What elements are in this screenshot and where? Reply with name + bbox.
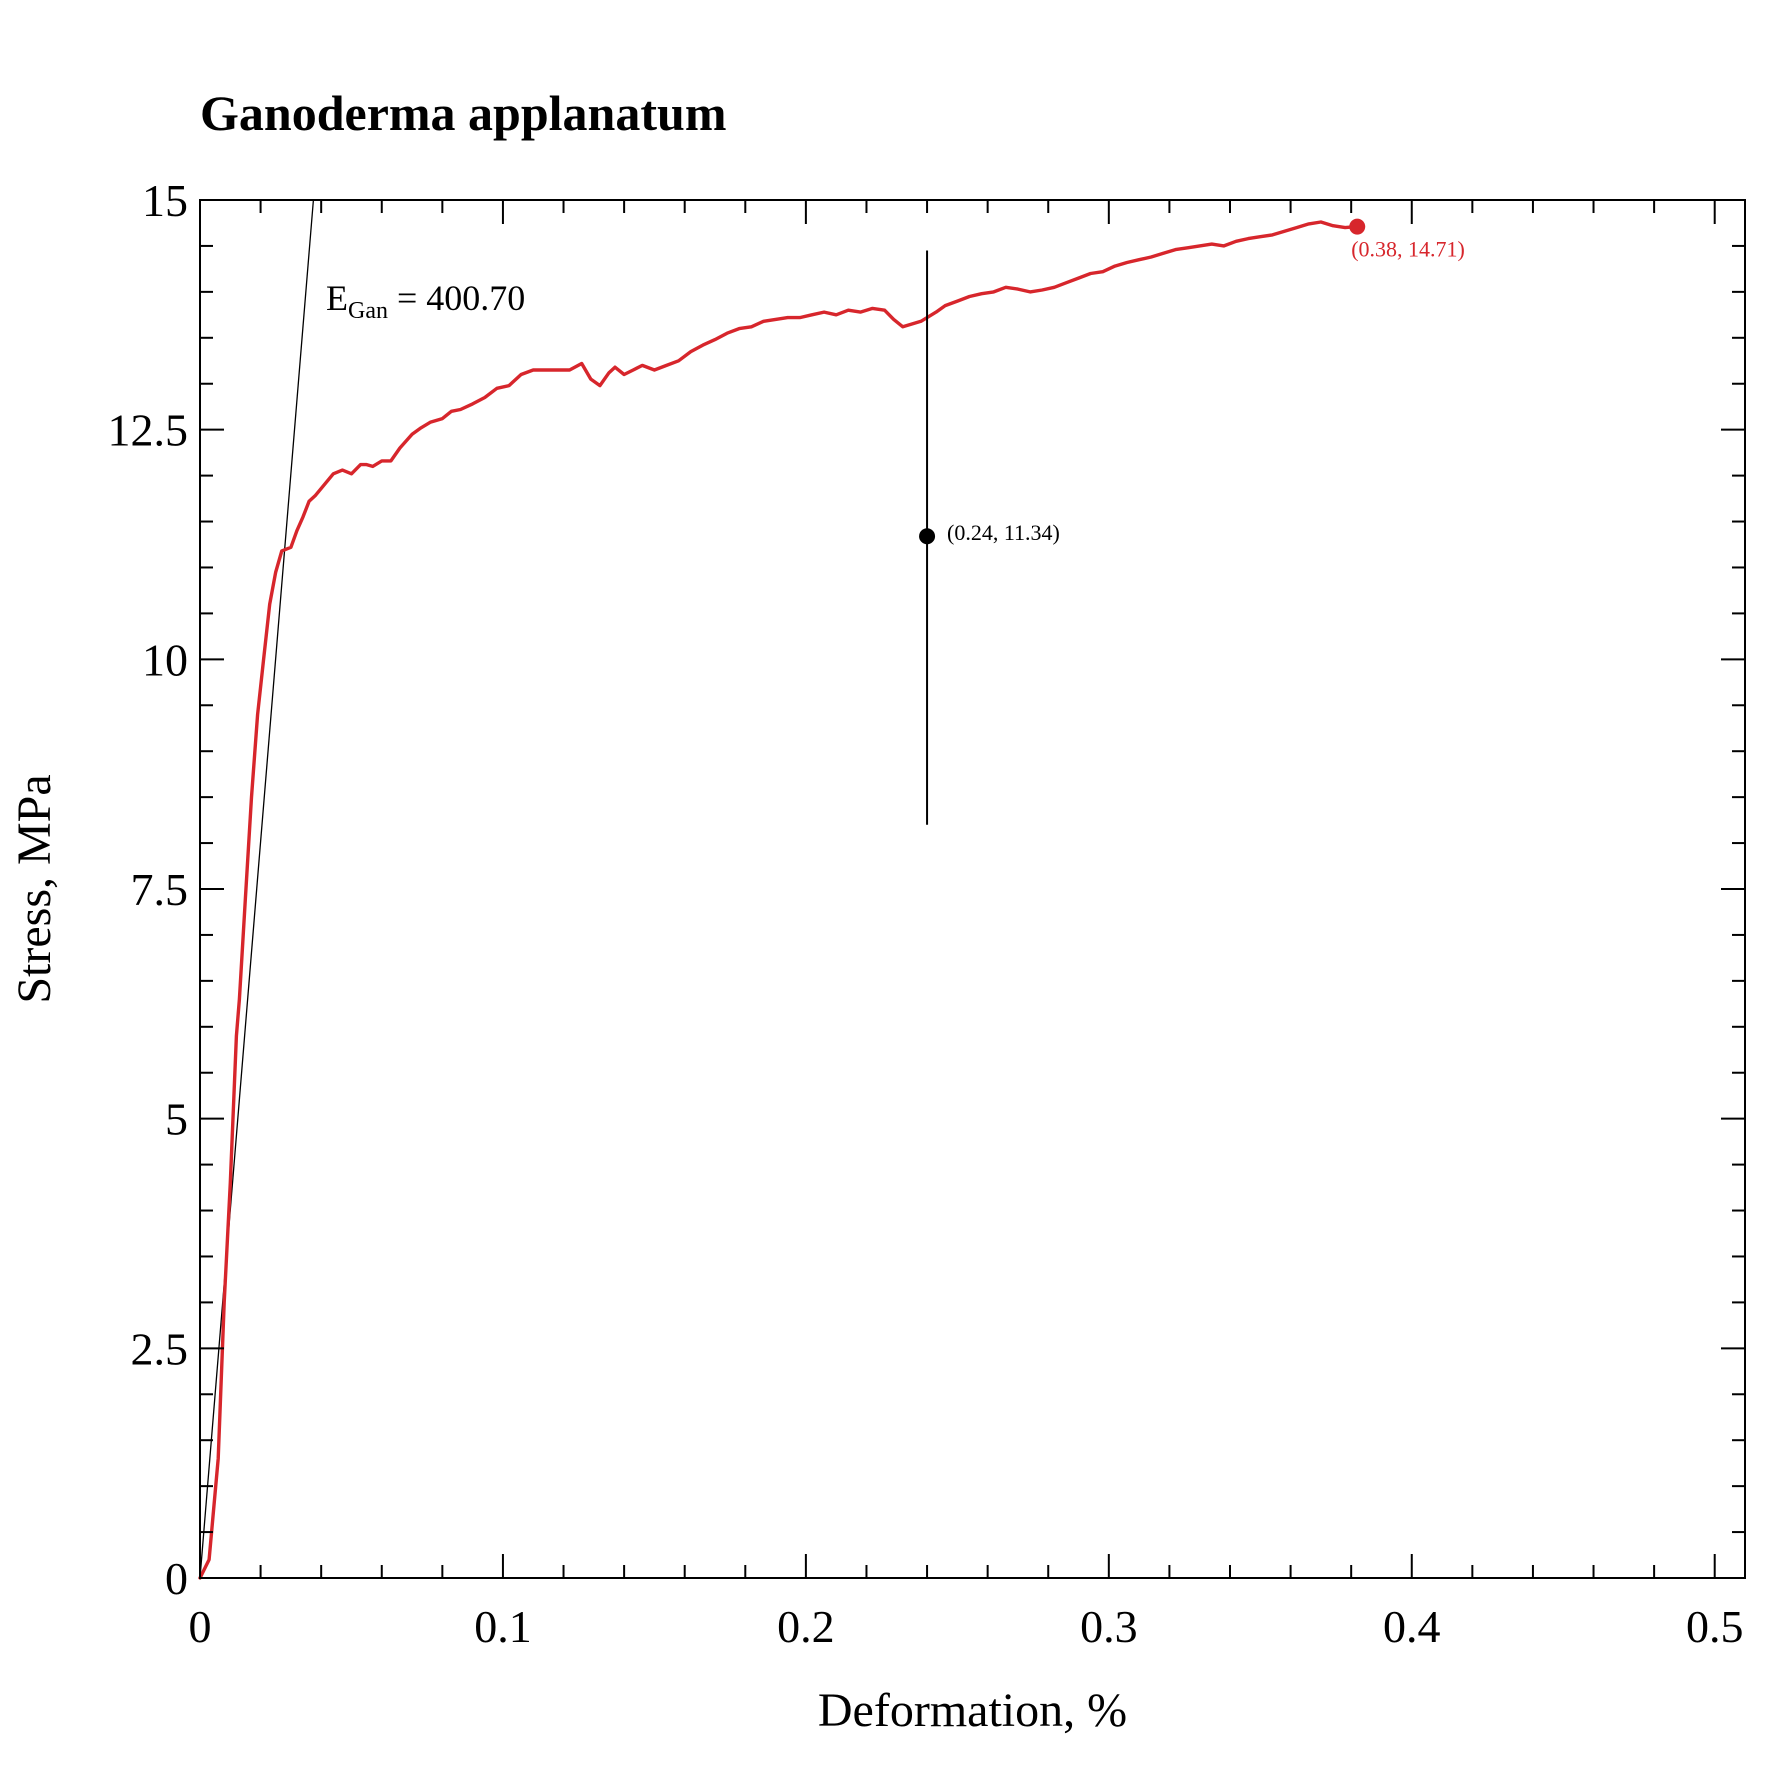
y-tick-label: 7.5 [131,864,189,915]
x-tick-label: 0.3 [1080,1601,1138,1652]
x-tick-label: 0.5 [1686,1601,1744,1652]
y-tick-label: 2.5 [131,1323,189,1374]
x-tick-label: 0.4 [1383,1601,1441,1652]
modulus-label: EGan = 400.70 [326,278,525,324]
annotation-layer: (0.24, 11.34) (0.38, 14.71) [919,218,1465,825]
max-point-marker [1349,218,1366,235]
x-tick-label: 0 [189,1601,212,1652]
y-axis-label: Stress, MPa [8,774,61,1003]
y-tick-label: 0 [165,1553,188,1604]
chart-title: Ganoderma applanatum [200,85,726,141]
max-point-label: (0.38, 14.71) [1351,237,1465,262]
modulus-fit-layer: EGan = 400.70 [199,199,525,1579]
mean-point-marker [919,528,936,545]
y-tick-label: 12.5 [108,405,189,456]
stress-curve [198,220,1359,1580]
x-axis-label: Deformation, % [818,1684,1127,1737]
plot-frame [199,199,1746,1579]
y-tick-label: 15 [142,175,188,226]
mean-point-label: (0.24, 11.34) [947,520,1060,545]
x-tick-label: 0.2 [777,1601,835,1652]
y-tick-label: 10 [142,634,188,685]
tick-layer: 0 0.1 0.2 0.3 0.4 0.5 0 2.5 5 7.5 10 12.5 15 [108,175,1745,1652]
x-tick-label: 0.1 [474,1601,532,1652]
stress-curve-layer [198,220,1359,1580]
y-tick-label: 5 [165,1094,188,1145]
